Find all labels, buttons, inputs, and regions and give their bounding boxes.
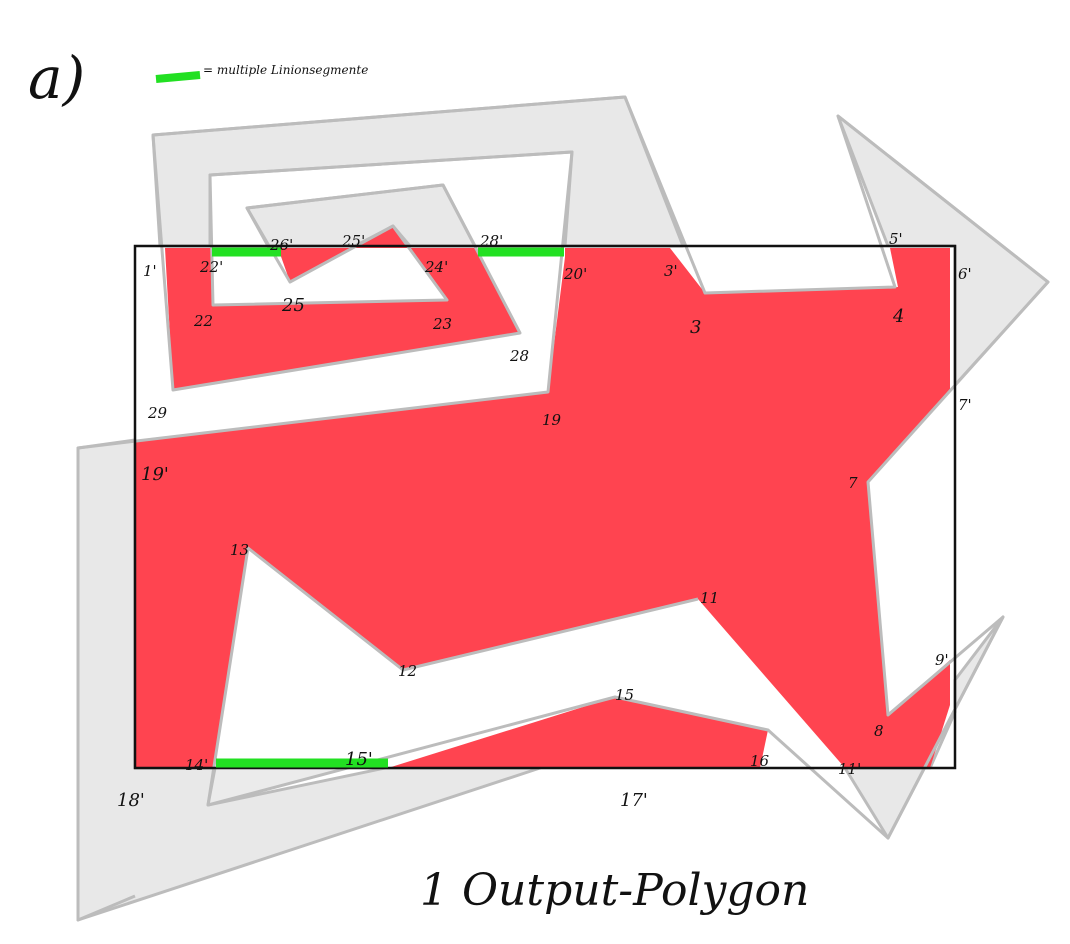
label-23: 23 xyxy=(432,315,452,333)
label-3p: 3' xyxy=(664,262,678,280)
hole-left-top xyxy=(135,246,548,440)
label-5p: 5' xyxy=(889,230,903,248)
label-7: 7 xyxy=(848,474,858,492)
label-24p: 24' xyxy=(424,258,448,276)
legend-text: = multiple Linionsegmente xyxy=(203,63,368,77)
label-20p: 20' xyxy=(563,265,587,283)
label-9p: 9' xyxy=(935,651,949,669)
edge-spiral xyxy=(152,95,1050,840)
label-3: 3 xyxy=(690,317,701,338)
label-28: 28 xyxy=(509,347,529,365)
output-label: 1 Output-Polygon xyxy=(420,865,809,916)
label-14p: 14' xyxy=(185,756,208,774)
label-11p: 11' xyxy=(838,760,861,778)
label-12: 12 xyxy=(398,662,417,680)
vertex-labels: 1' 22' 26' 25' 28' 24' 20' 3' 5' 6' 25 2… xyxy=(117,230,972,811)
result-main-region xyxy=(135,248,950,768)
label-22: 22 xyxy=(193,312,213,330)
result-bottom-wedge xyxy=(388,697,768,768)
label-26p: 26' xyxy=(269,236,293,254)
label-22p: 22' xyxy=(199,258,223,276)
clip-rectangle xyxy=(133,244,957,770)
result-br-spike xyxy=(905,680,950,768)
label-11: 11 xyxy=(700,589,719,607)
label-15p: 15' xyxy=(345,749,373,770)
hole-top-right xyxy=(683,246,898,293)
subject-edges xyxy=(76,95,1050,922)
label-16: 16 xyxy=(750,752,770,770)
section-label: a) xyxy=(28,44,85,112)
label-8: 8 xyxy=(874,722,884,740)
edge-spiral-inner xyxy=(76,134,574,922)
label-28p: 28' xyxy=(479,232,503,250)
label-17p: 17' xyxy=(620,790,648,811)
label-1p: 1' xyxy=(143,262,157,280)
label-13: 13 xyxy=(230,541,249,559)
label-15: 15 xyxy=(615,686,634,704)
hole-right-side xyxy=(868,390,950,715)
result-polygon xyxy=(135,226,950,768)
legend-swatch xyxy=(155,71,201,83)
label-19: 19 xyxy=(542,411,562,429)
label-6p: 6' xyxy=(958,265,972,283)
label-25p: 25' xyxy=(341,232,365,250)
label-7p: 7' xyxy=(958,396,972,414)
label-29: 29 xyxy=(147,404,168,422)
highlight-segments xyxy=(212,247,564,768)
result-upper-left-loop xyxy=(165,226,520,390)
label-18p: 18' xyxy=(117,790,145,811)
label-4: 4 xyxy=(892,306,904,327)
label-25: 25 xyxy=(281,295,305,316)
label-19p: 19' xyxy=(141,464,169,485)
